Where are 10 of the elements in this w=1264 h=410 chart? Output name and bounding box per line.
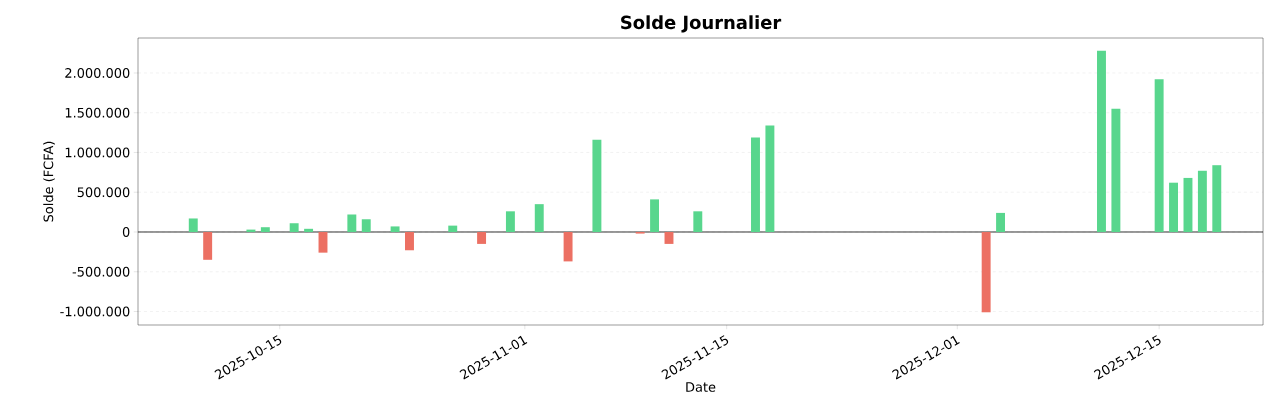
y-axis-title: Solde (FCFA)	[43, 141, 55, 222]
y-tick-label: 0	[122, 227, 130, 237]
y-tick-label: 2.000.000	[65, 68, 130, 78]
y-tick-label: -500.000	[72, 266, 130, 277]
y-tick-label: -1.000.000	[60, 306, 130, 317]
x-axis-title: Date	[686, 382, 716, 392]
y-tick-label: 500.000	[77, 187, 130, 198]
y-tick-label: 1.000.000	[65, 147, 130, 158]
chart-title: Solde Journalier	[621, 15, 782, 33]
y-tick-label: 1.500.000	[65, 107, 130, 118]
